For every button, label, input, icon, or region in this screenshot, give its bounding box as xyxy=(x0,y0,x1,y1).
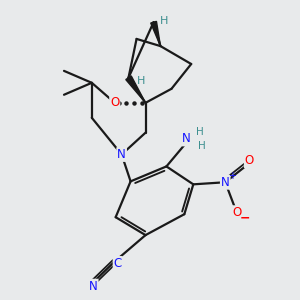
Text: O: O xyxy=(110,96,119,109)
Text: N: N xyxy=(89,280,98,293)
Text: N: N xyxy=(117,148,126,161)
Text: N: N xyxy=(182,133,191,146)
Text: C: C xyxy=(114,257,122,270)
Polygon shape xyxy=(151,21,160,46)
Text: −: − xyxy=(239,211,250,224)
Text: H: H xyxy=(137,76,145,86)
Text: O: O xyxy=(232,206,241,219)
Polygon shape xyxy=(126,76,146,103)
Text: H: H xyxy=(196,127,203,137)
Text: O: O xyxy=(245,154,254,167)
Text: H: H xyxy=(198,141,206,151)
Text: +: + xyxy=(228,171,236,181)
Text: H: H xyxy=(160,16,168,26)
Text: N: N xyxy=(221,176,230,189)
